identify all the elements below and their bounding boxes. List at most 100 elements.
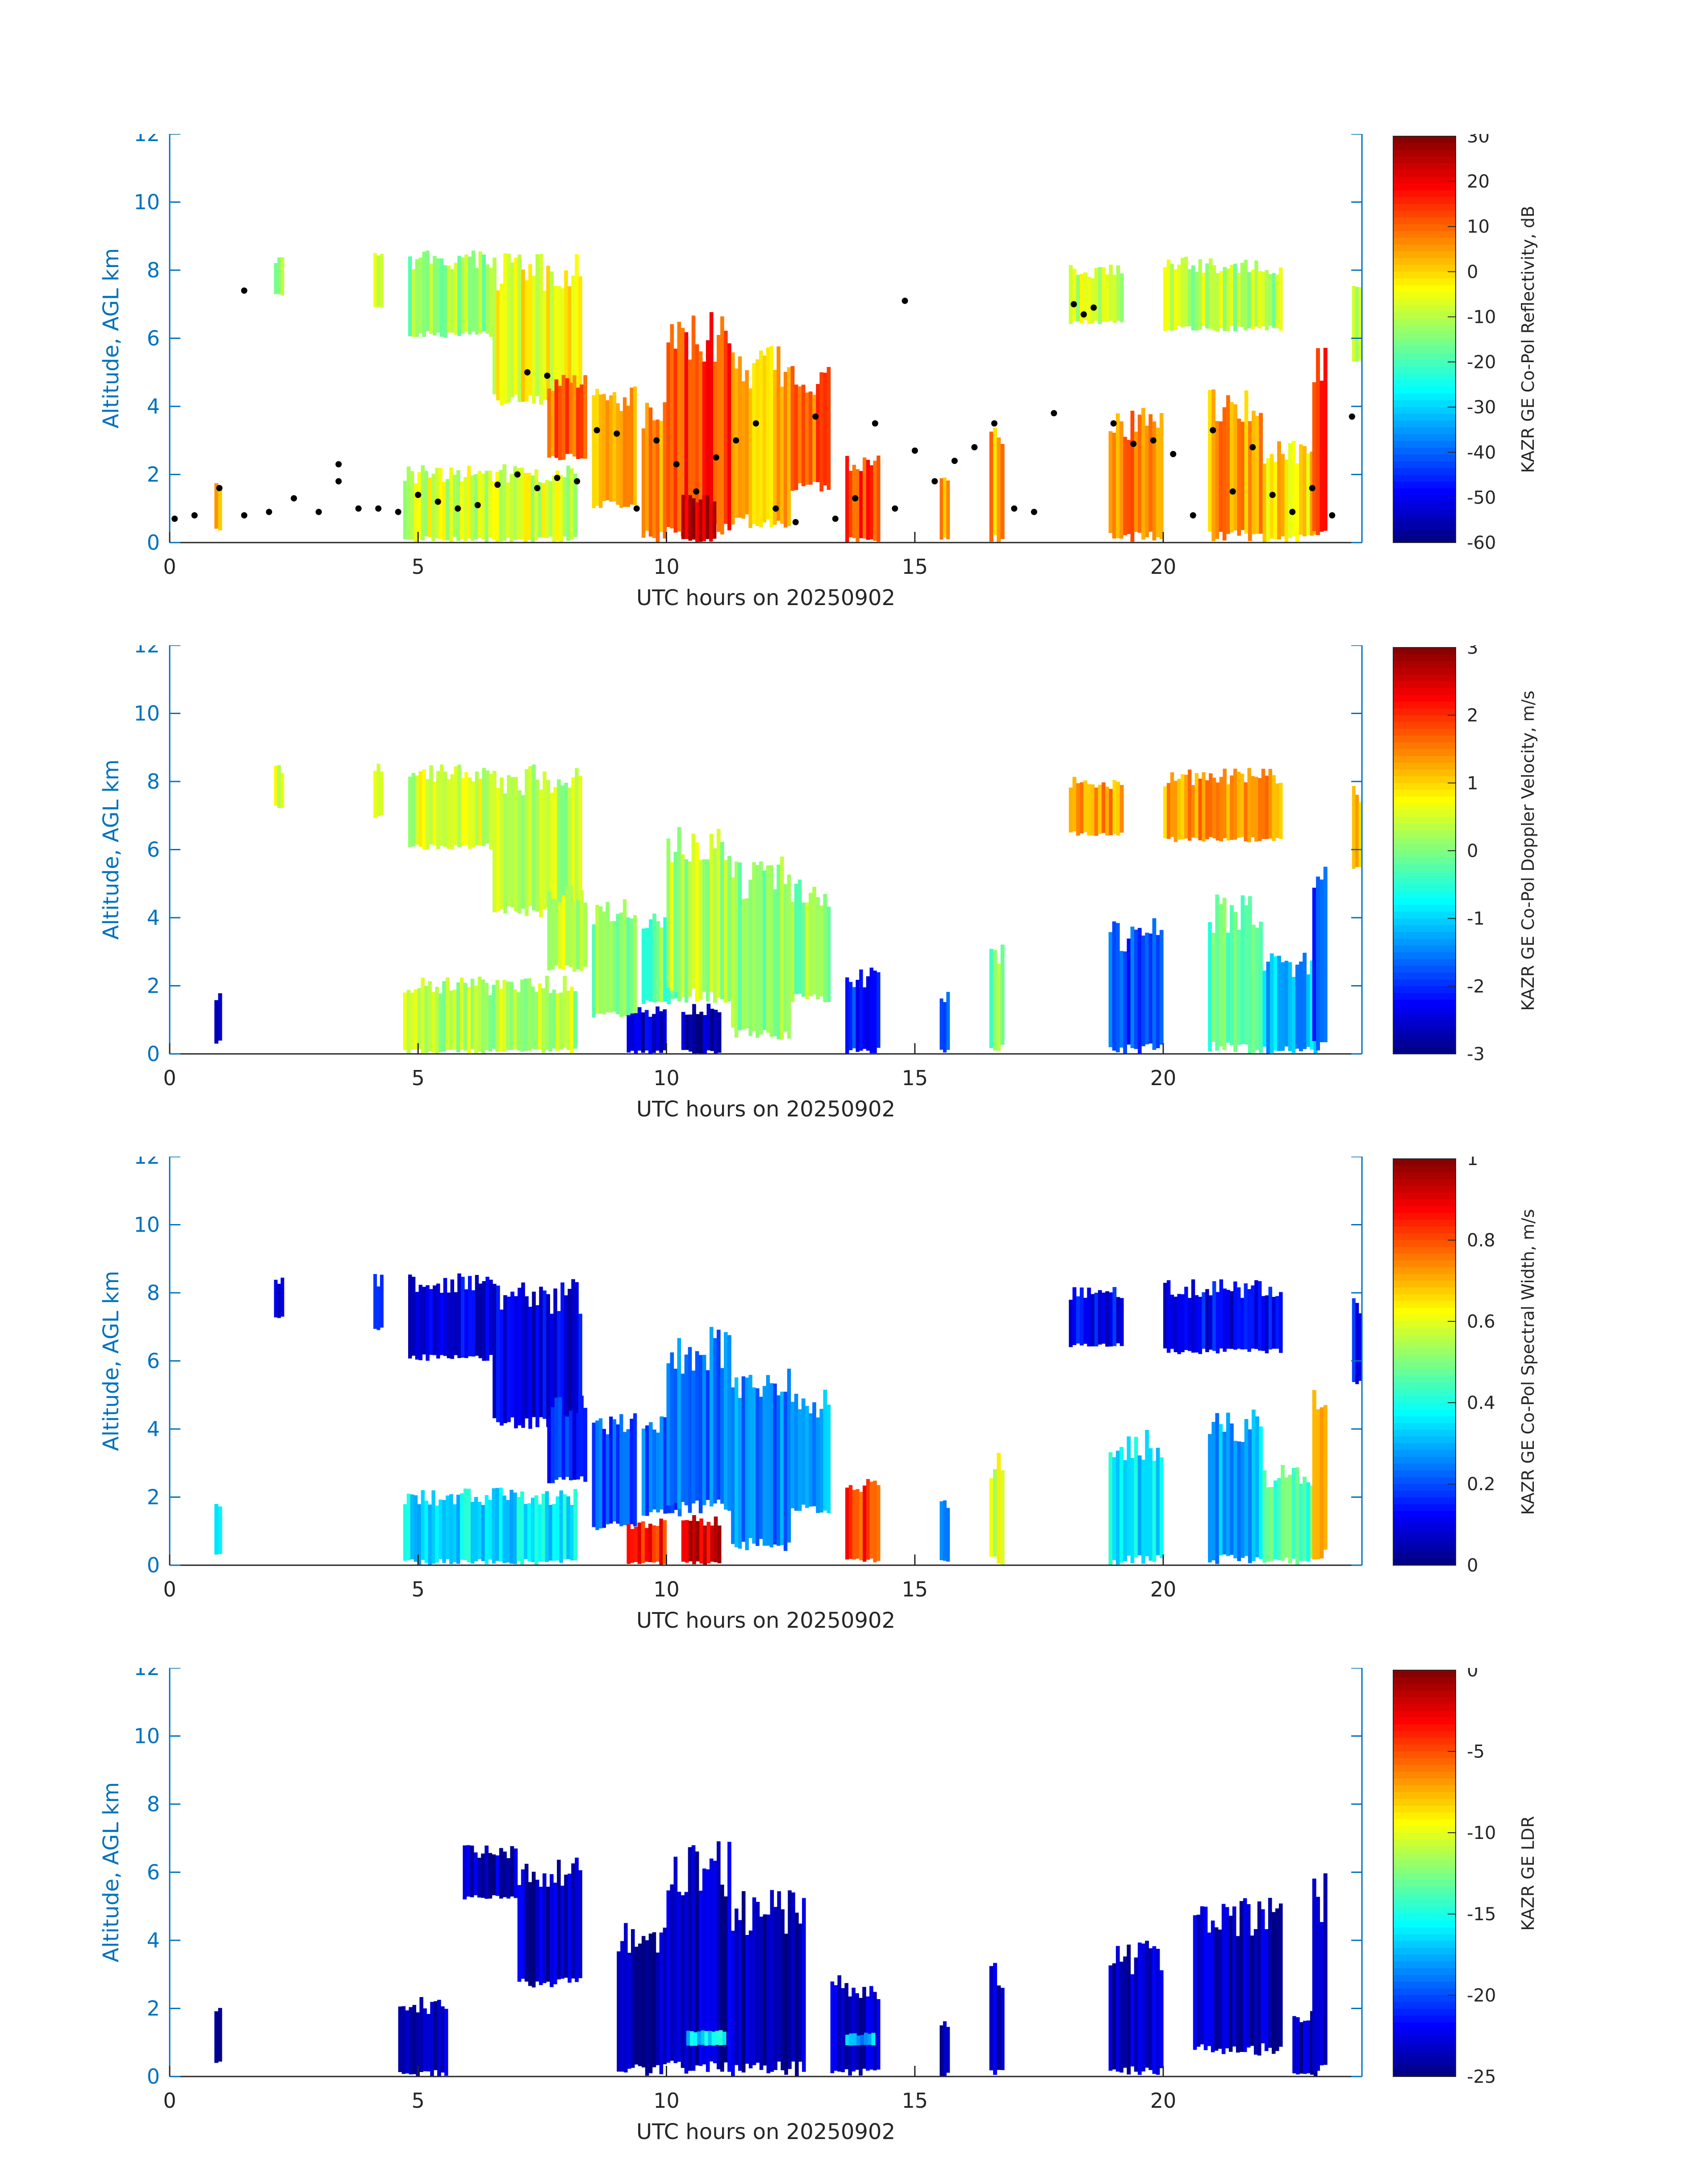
echo-strip [530, 986, 535, 1049]
echo-strip [426, 2014, 430, 2072]
echo-strip [695, 842, 699, 1002]
echo-strip [416, 2012, 420, 2077]
echo-strip [1352, 786, 1356, 869]
echo-strip [787, 1368, 791, 1543]
echo-strip [1170, 1295, 1174, 1349]
echo-strip [1275, 1908, 1279, 2051]
echo-strip [576, 900, 580, 969]
echo-strip [777, 1395, 781, 1546]
echo-strip [630, 387, 634, 505]
echo-strip [1320, 380, 1324, 532]
echo-strip [711, 2031, 716, 2046]
colorbar-band [1393, 1751, 1456, 1759]
echo-strip [1310, 1486, 1314, 1559]
echo-strip [1137, 1455, 1142, 1555]
colorbar-band [1393, 776, 1456, 784]
colorbar-band [1393, 939, 1456, 946]
echo-strip [1177, 264, 1181, 326]
echo-strip [502, 980, 506, 1052]
colorbar-band [1393, 965, 1456, 973]
colorbar-tick-label: 10 [1467, 217, 1490, 237]
echo-strip [492, 481, 496, 540]
echo-strip [702, 1354, 706, 1505]
echo-strip [1211, 1422, 1216, 1561]
colorbar-band [1393, 366, 1456, 374]
echo-strip [696, 1014, 700, 1053]
colorbar-band [1393, 285, 1456, 292]
colorbar-tick-label: -3 [1467, 1044, 1485, 1065]
echo-strip [1173, 781, 1178, 842]
echo-strip [697, 2031, 701, 2045]
echo-strip [763, 1914, 767, 2066]
echo-strip [827, 907, 831, 1002]
colorbar-band [1393, 1866, 1456, 1874]
colorbar-band [1393, 475, 1456, 482]
echo-strip [470, 1845, 474, 1897]
echo-strip [862, 1485, 867, 1562]
x-tick-label: 5 [412, 1066, 425, 1090]
colorbar-band [1393, 1206, 1456, 1214]
colorbar-label: KAZR GE Co-Pol Reflectivity, dB [1518, 206, 1538, 473]
echo-strip [1119, 1961, 1123, 2073]
colorbar-band [1393, 1281, 1456, 1288]
echo-strip [873, 1480, 877, 1563]
echo-strip [626, 1524, 631, 1564]
echo-strip [500, 283, 504, 405]
echo-strip [277, 765, 281, 808]
colorbar-band [1393, 830, 1456, 838]
echo-strip [1233, 912, 1237, 1052]
colorbar-band [1393, 952, 1456, 960]
colorbar-band [1393, 407, 1456, 414]
echo-strip [1284, 961, 1289, 1047]
echo-strip [457, 765, 461, 847]
echo-strip [1291, 977, 1296, 1053]
echo-strip [630, 918, 634, 1015]
echo-strip [684, 859, 689, 1003]
echo-strip [1292, 2016, 1296, 2073]
cloud-base-point [812, 413, 819, 420]
echo-strip [702, 859, 706, 992]
echo-strip [1237, 418, 1241, 536]
echo-strip [622, 397, 627, 507]
cloud-base-point [355, 505, 362, 512]
echo-strip [561, 1415, 566, 1480]
echo-strip [630, 1529, 635, 1563]
echo-strip [1279, 1292, 1283, 1353]
echo-strip [1299, 444, 1303, 535]
echo-strip [547, 389, 551, 458]
echo-strip [1130, 926, 1135, 1049]
echo-strip [943, 1500, 947, 1561]
echo-strip [1306, 1482, 1311, 1562]
colorbar-band [1393, 535, 1456, 543]
echo-strip [1251, 776, 1255, 837]
echo-strip [690, 2031, 694, 2046]
echo-strip [1137, 928, 1142, 1054]
echo-strip [609, 395, 613, 502]
echo-strip [641, 1936, 646, 2068]
echo-strip [790, 1402, 795, 1508]
echo-strip [571, 777, 575, 909]
echo-strip [475, 268, 479, 334]
colorbar-band [1393, 1677, 1456, 1684]
echo-strip [787, 367, 791, 526]
colorbar-band [1393, 1934, 1456, 1942]
echo-strip [218, 993, 222, 1041]
echo-strip [1219, 777, 1224, 842]
cloud-base-point [494, 481, 501, 488]
echo-strip [1358, 802, 1362, 867]
cloud-base-point [455, 505, 461, 512]
cloud-base-point [524, 369, 530, 376]
echo-strip [1207, 1932, 1211, 2046]
echo-strip [777, 346, 781, 521]
echo-strip [691, 1845, 696, 2071]
echo-strip [528, 1882, 532, 1986]
echo-strip [1270, 1487, 1274, 1561]
colorbar-band [1393, 1961, 1456, 1969]
echo-strip [565, 886, 569, 965]
echo-strip [652, 1932, 656, 2068]
echo-strip [557, 1859, 561, 1980]
echo-strip [1083, 272, 1088, 320]
echo-strip [666, 1890, 671, 2063]
echo-strip [408, 776, 412, 848]
echo-strip [702, 495, 706, 541]
